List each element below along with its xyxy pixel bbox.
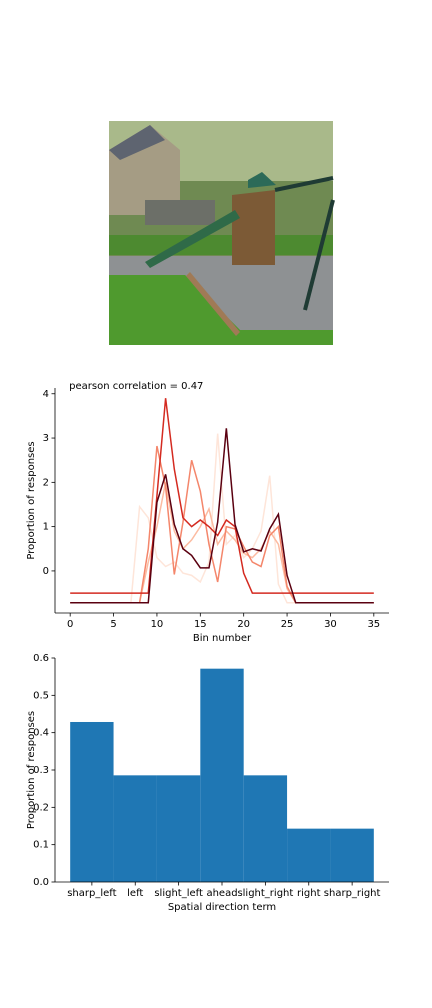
- bar: [287, 828, 331, 882]
- y-tick-label: 0.1: [33, 840, 49, 851]
- series-line: [70, 482, 374, 604]
- bar: [113, 775, 157, 882]
- x-tick-label: 15: [194, 619, 207, 630]
- y-tick-label: 0.2: [33, 802, 49, 813]
- x-tick-label: 20: [237, 619, 250, 630]
- x-tick-label: 5: [110, 619, 116, 630]
- x-tick-label: ahead: [206, 888, 237, 899]
- x-tick-label: 30: [324, 619, 337, 630]
- x-tick-label: slight_right: [237, 888, 293, 899]
- x-tick-label: 25: [281, 619, 294, 630]
- y-axis-label: Proportion of responses: [26, 441, 37, 559]
- series-line: [70, 398, 374, 594]
- y-tick-label: 4: [43, 389, 49, 400]
- y-tick-label: 2: [43, 477, 49, 488]
- x-tick-label: 35: [367, 619, 380, 630]
- bar: [330, 828, 374, 882]
- y-tick-label: 3: [43, 433, 49, 444]
- series-line: [70, 428, 374, 604]
- chart-title: pearson correlation = 0.47: [69, 381, 203, 392]
- photo-border: [186, 272, 240, 336]
- photo-playset-roof: [248, 172, 276, 188]
- x-axis-label: Spatial direction term: [168, 902, 276, 913]
- series-line: [70, 433, 374, 604]
- y-tick-label: 1: [43, 522, 49, 533]
- x-tick-label: sharp_left: [67, 888, 116, 899]
- x-tick-label: sharp_right: [324, 888, 381, 899]
- y-tick-label: 0.4: [33, 728, 49, 739]
- photo-swing-leg: [303, 199, 335, 311]
- photo-playset: [232, 190, 275, 265]
- photo-grass: [109, 275, 333, 345]
- bar: [200, 668, 244, 882]
- photo-slide: [145, 210, 240, 268]
- y-tick-label: 0: [43, 566, 49, 577]
- bar: [70, 721, 114, 882]
- photo-garage: [145, 200, 215, 225]
- y-tick-label: 0.0: [33, 877, 49, 888]
- y-axis-label: Proportion of responses: [26, 711, 37, 829]
- bar: [243, 775, 288, 882]
- x-tick-label: right: [297, 888, 321, 899]
- photo-roof: [109, 125, 165, 160]
- photo-swing-beam: [274, 176, 334, 192]
- x-tick-label: 10: [151, 619, 164, 630]
- x-axis-label: Bin number: [193, 633, 252, 644]
- x-tick-label: left: [127, 888, 143, 899]
- y-tick-label: 0.5: [33, 690, 49, 701]
- x-tick-label: 0: [67, 619, 73, 630]
- x-tick-label: slight_left: [154, 888, 203, 899]
- photo-lawn-back: [109, 235, 333, 255]
- bar: [156, 775, 201, 882]
- photo: [109, 121, 335, 345]
- photo-gravel: [109, 256, 333, 330]
- y-tick-label: 0.6: [33, 653, 49, 664]
- y-tick-label: 0.3: [33, 765, 49, 776]
